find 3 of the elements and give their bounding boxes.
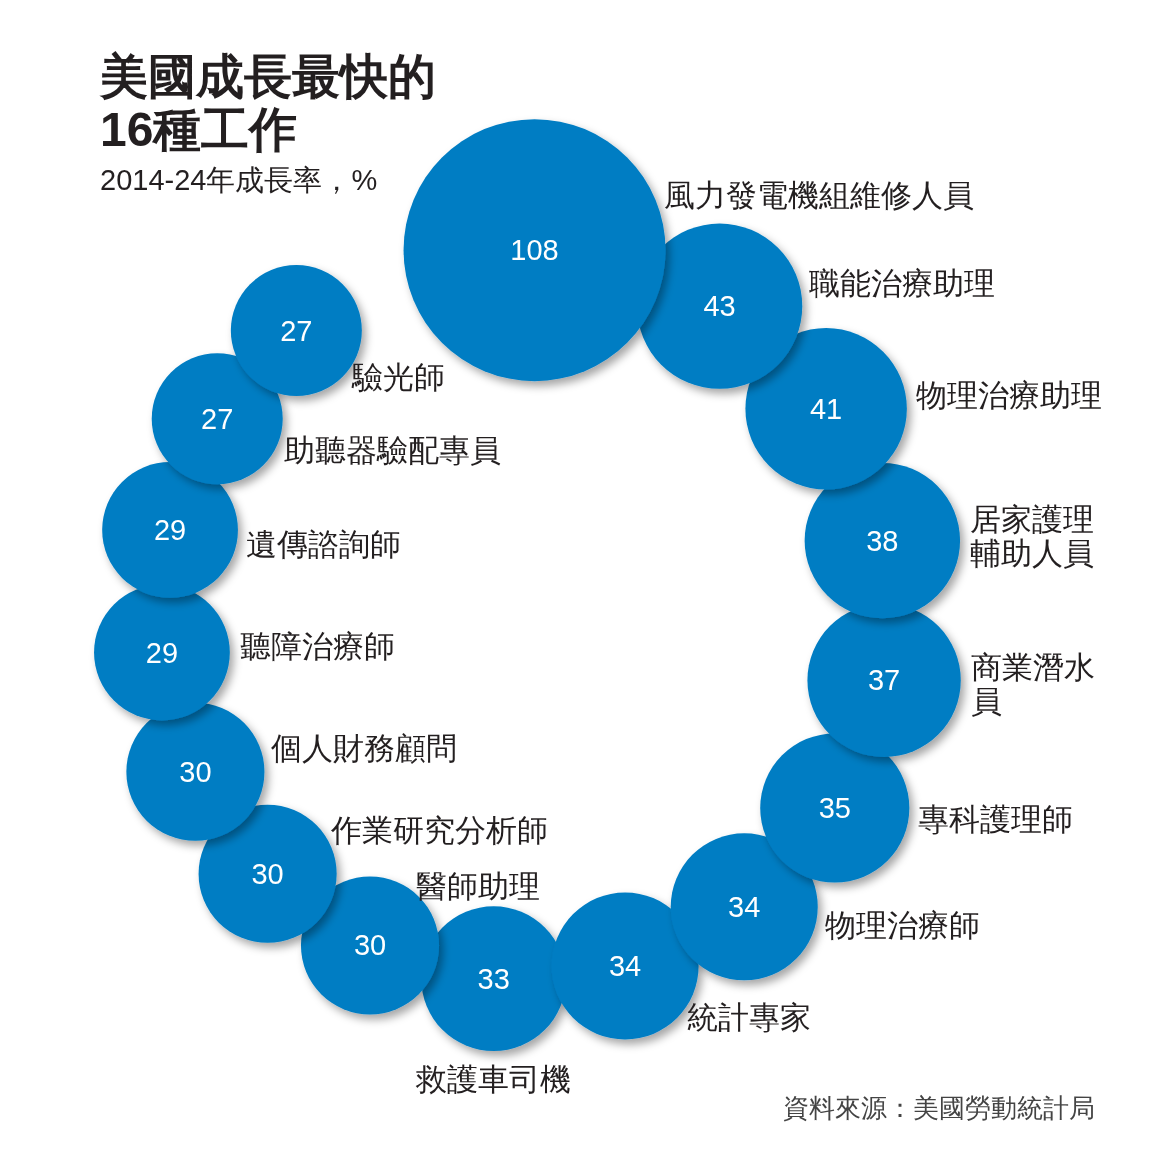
subtitle: 2014-24年成長率，% (100, 164, 378, 196)
annotation: 資料來源：美國勞動統計局 (783, 1093, 1095, 1123)
title: 美國成長最快的16種工作 (100, 49, 436, 156)
